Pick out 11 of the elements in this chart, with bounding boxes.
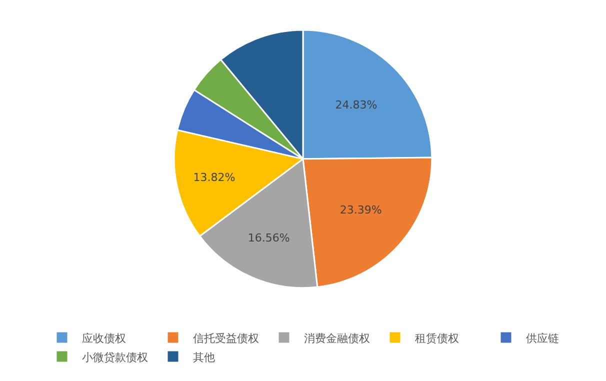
data-label: 24.83% bbox=[335, 98, 378, 112]
legend-label: 供应链 bbox=[526, 332, 559, 345]
legend-label: 租赁债权 bbox=[415, 332, 459, 345]
data-label: 16.56% bbox=[248, 231, 290, 244]
legend-label: 应收债权 bbox=[82, 332, 126, 345]
legend-label: 消费金融债权 bbox=[304, 332, 370, 345]
legend-label: 其他 bbox=[193, 350, 215, 364]
data-label: 13.82% bbox=[193, 171, 236, 184]
legend-label: 小微贷款债权 bbox=[82, 350, 148, 364]
legend-label: 信托受益债权 bbox=[193, 332, 259, 345]
data-label: 23.39% bbox=[340, 204, 382, 217]
